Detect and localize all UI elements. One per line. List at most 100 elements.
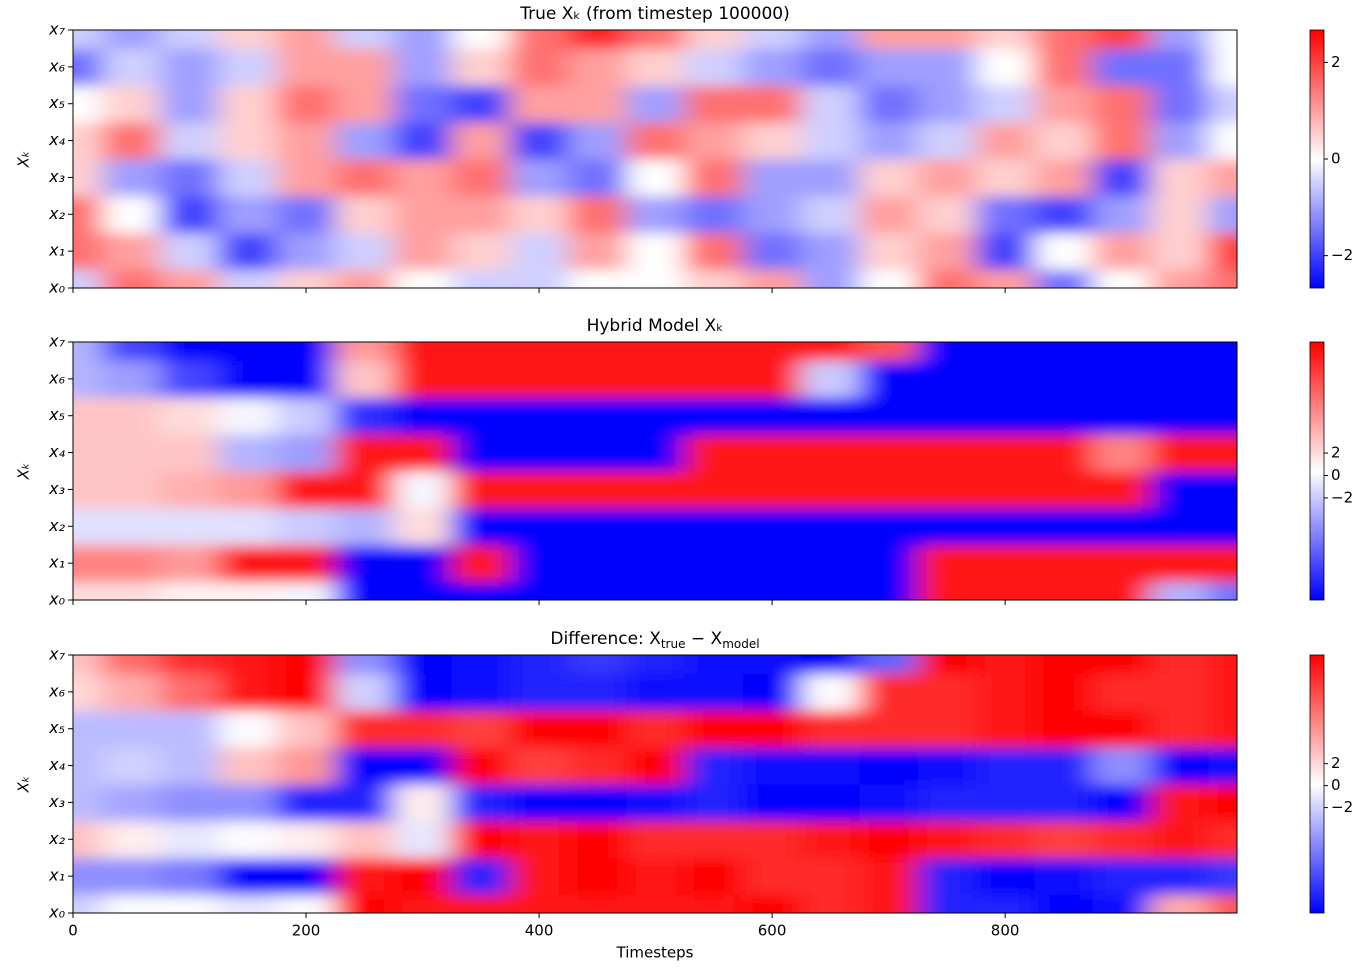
heat-cell	[684, 30, 744, 49]
heat-cell	[1150, 544, 1209, 583]
heat-cell	[73, 48, 103, 86]
heat-cell	[801, 48, 860, 86]
heat-cell	[1092, 820, 1152, 859]
heat-cell	[859, 159, 919, 197]
heat-cell	[218, 122, 278, 160]
heat-cell	[742, 747, 802, 785]
heat-cell	[160, 122, 220, 160]
heat-cell	[568, 784, 627, 822]
heat-cell	[1150, 784, 1209, 822]
heat-cell	[742, 784, 802, 822]
heat-cell	[1034, 434, 1094, 472]
heat-cell	[976, 471, 1035, 509]
heat-cell	[976, 710, 1035, 748]
heat-cell	[393, 232, 453, 271]
chart-title: Hybrid Model Xₖ	[587, 316, 724, 336]
heat-cell	[976, 673, 1035, 711]
heat-cell	[335, 673, 394, 711]
heat-cell	[451, 784, 511, 822]
heat-cell	[160, 507, 220, 546]
heat-cell	[393, 747, 453, 785]
heat-cells	[73, 655, 1237, 913]
heat-cell	[509, 820, 569, 859]
heat-cell	[801, 232, 860, 271]
heat-cell	[568, 894, 627, 913]
colorbar-tick-label: −2	[1331, 246, 1353, 264]
heat-cell	[976, 232, 1035, 271]
heat-cell	[160, 269, 220, 288]
heat-cell	[976, 747, 1035, 785]
heat-cell	[742, 507, 802, 546]
heat-cell	[160, 655, 220, 674]
heat-cell	[684, 747, 744, 785]
heat-cell	[218, 232, 278, 271]
heat-cell	[509, 30, 569, 49]
heat-cell	[801, 820, 860, 859]
heat-cell	[1208, 342, 1237, 361]
heat-cell	[393, 471, 453, 509]
heat-cell	[742, 269, 802, 288]
heat-cell	[276, 784, 336, 822]
y-tick-label: x₅	[48, 718, 65, 737]
heat-cell	[102, 122, 161, 160]
heat-cell	[917, 122, 977, 160]
heat-cell	[451, 581, 511, 600]
heat-cell	[859, 784, 919, 822]
heat-cell	[626, 507, 686, 546]
heat-cell	[509, 342, 569, 361]
y-tick-label: x₆	[48, 56, 65, 75]
heat-cell	[1208, 30, 1237, 49]
heat-cell	[1208, 471, 1237, 509]
heat-cell	[1092, 30, 1152, 49]
heat-cell	[568, 544, 627, 583]
heat-cell	[102, 784, 161, 822]
heat-cell	[742, 159, 802, 197]
heat-cell	[626, 894, 686, 913]
heat-cell	[976, 195, 1035, 234]
heat-cell	[568, 122, 627, 160]
heat-cell	[1208, 710, 1237, 748]
heat-cell	[335, 857, 394, 896]
colorbar-tick-label: −2	[1331, 488, 1353, 506]
heat-cell	[684, 48, 744, 86]
heat-cell	[335, 48, 394, 86]
heat-cell	[73, 894, 103, 913]
heat-cell	[859, 360, 919, 398]
heat-cell	[102, 342, 161, 361]
heat-cell	[73, 397, 103, 435]
heat-cell	[859, 122, 919, 160]
heat-cell	[276, 269, 336, 288]
heat-cell	[1092, 434, 1152, 472]
heat-cell	[1150, 159, 1209, 197]
heat-cell	[451, 894, 511, 913]
heat-cell	[335, 195, 394, 234]
heat-cell	[976, 544, 1035, 583]
y-tick-label: x₁	[48, 866, 65, 885]
heat-cell	[218, 784, 278, 822]
heat-cell	[626, 195, 686, 234]
heat-cell	[102, 434, 161, 472]
heat-cell	[102, 507, 161, 546]
heat-cell	[218, 544, 278, 583]
heat-cell	[276, 122, 336, 160]
heat-cell	[451, 747, 511, 785]
heat-cell	[1092, 342, 1152, 361]
heat-cell	[742, 857, 802, 896]
heat-cell	[102, 710, 161, 748]
heat-cell	[451, 342, 511, 361]
plot-area	[73, 30, 1237, 288]
heat-cell	[684, 673, 744, 711]
heat-cell	[276, 820, 336, 859]
heat-cell	[1034, 232, 1094, 271]
heat-cell	[568, 471, 627, 509]
heat-cell	[1034, 747, 1094, 785]
heat-cell	[626, 360, 686, 398]
heat-cell	[451, 269, 511, 288]
heat-cell	[393, 48, 453, 86]
heat-cell	[801, 85, 860, 123]
heat-cell	[742, 232, 802, 271]
heat-cell	[1034, 397, 1094, 435]
heat-cell	[73, 471, 103, 509]
heat-cell	[509, 85, 569, 123]
heat-cell	[451, 507, 511, 546]
